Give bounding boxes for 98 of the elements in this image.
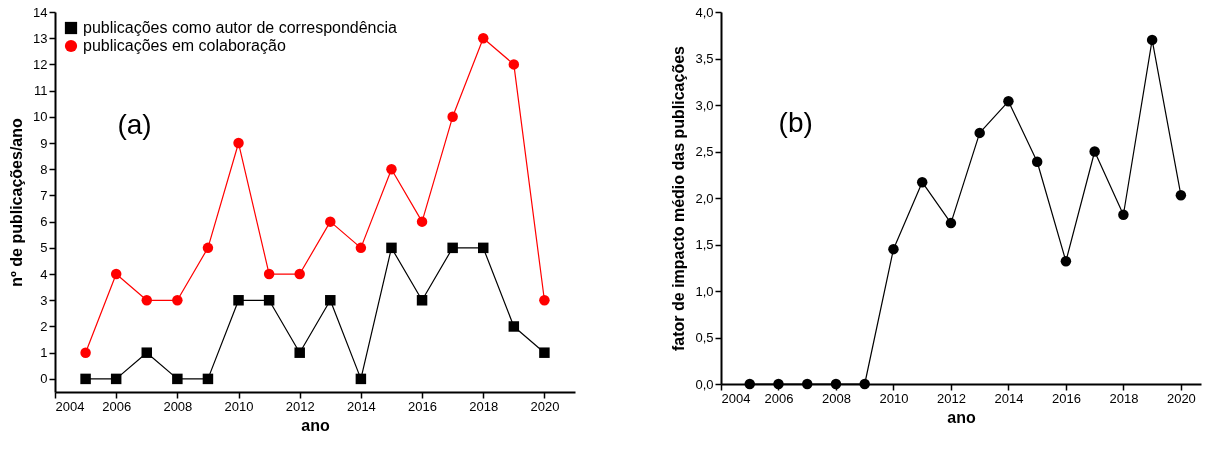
point	[945, 217, 957, 229]
point	[1003, 96, 1014, 107]
y-tick-label: 3,5	[695, 51, 714, 66]
x-tick-label: 2016	[408, 398, 438, 414]
annotation: (a)	[117, 109, 152, 140]
y-tick-label: 1,5	[695, 237, 714, 252]
point	[539, 347, 550, 358]
point	[294, 268, 305, 280]
y-tick-label: 4	[40, 266, 48, 282]
point	[539, 295, 550, 306]
y-tick-label: 2,0	[695, 190, 714, 206]
point	[202, 373, 214, 385]
point	[1175, 189, 1187, 201]
point	[355, 242, 367, 254]
point	[830, 378, 842, 390]
y-tick-label: 10	[33, 109, 48, 125]
point	[416, 295, 428, 306]
point	[974, 127, 985, 139]
y-tick-label: 7	[40, 187, 48, 203]
y-axis-title: fator de impacto médio das publicações	[670, 45, 688, 351]
point	[386, 242, 397, 254]
point	[508, 321, 520, 332]
y-tick-label: 0,0	[695, 376, 714, 392]
point	[416, 216, 428, 227]
y-tick-label: 2	[40, 318, 48, 334]
point	[263, 295, 275, 306]
point	[508, 59, 520, 70]
point	[355, 373, 367, 385]
point	[477, 242, 489, 254]
point	[263, 268, 275, 280]
point	[1089, 146, 1100, 157]
point	[80, 373, 91, 385]
point	[916, 176, 928, 188]
x-tick-label: 2014	[994, 390, 1024, 406]
x-tick-label: 2004	[721, 390, 751, 406]
x-tick-label: 2004	[55, 398, 85, 414]
point	[325, 295, 336, 306]
y-tick-label: 12	[33, 56, 48, 72]
y-tick-label: 13	[33, 30, 48, 46]
x-tick-label: 2018	[469, 398, 499, 414]
y-tick-label: 1,0	[695, 283, 714, 299]
point	[141, 295, 153, 306]
point	[859, 378, 870, 390]
x-tick-label: 2018	[1109, 390, 1139, 406]
point	[1118, 209, 1129, 220]
point	[888, 243, 899, 255]
x-axis-title: ano	[947, 408, 976, 426]
y-axis-title: nº de publicações/ano	[8, 118, 26, 287]
x-tick-label: 2010	[224, 398, 254, 414]
y-tick-label: 2,5	[695, 144, 714, 159]
y-tick-label: 11	[34, 83, 48, 99]
point	[1146, 34, 1158, 46]
point	[477, 32, 489, 44]
point	[325, 216, 336, 227]
point	[773, 378, 784, 390]
x-tick-label: 2008	[163, 398, 193, 414]
x-tick-label: 2014	[346, 398, 376, 414]
point	[110, 268, 122, 280]
point	[233, 137, 244, 149]
x-tick-label: 2020	[530, 398, 560, 414]
x-tick-label: 2012	[936, 390, 966, 406]
point	[801, 378, 813, 390]
point	[447, 242, 458, 254]
x-tick-label: 2008	[822, 390, 851, 406]
y-tick-label: 5	[40, 240, 48, 256]
x-tick-label: 2020	[1166, 390, 1196, 406]
legend-label: publicações em colaboração	[83, 37, 286, 54]
legend-label: publicações como autor de correspondência	[83, 19, 398, 36]
point	[202, 242, 214, 254]
x-tick-label: 2006	[102, 398, 132, 414]
point	[1031, 156, 1043, 167]
y-tick-label: 3,0	[695, 97, 714, 113]
y-tick-label: 9	[40, 135, 48, 151]
point	[80, 347, 91, 358]
point	[233, 295, 244, 306]
point	[386, 164, 397, 175]
y-tick-label: 3	[40, 292, 48, 308]
point	[744, 378, 755, 390]
annotation: (b)	[778, 106, 813, 138]
point	[294, 347, 305, 358]
y-tick-label: 8	[40, 161, 48, 177]
point	[447, 111, 458, 123]
point	[110, 373, 122, 385]
point	[172, 373, 183, 385]
y-tick-label: 0	[40, 371, 48, 387]
point	[141, 347, 153, 358]
x-tick-label: 2016	[1051, 390, 1081, 406]
point	[1060, 256, 1072, 267]
y-tick-label: 6	[40, 214, 48, 230]
point	[172, 295, 183, 306]
y-tick-label: 14	[33, 4, 48, 20]
x-axis-title: ano	[301, 416, 330, 434]
y-tick-label: 4,0	[695, 4, 714, 20]
x-tick-label: 2010	[879, 390, 909, 406]
y-tick-label: 1	[40, 345, 48, 361]
x-tick-label: 2006	[764, 390, 794, 406]
y-tick-label: 0,5	[695, 330, 714, 345]
x-tick-label: 2012	[285, 398, 315, 414]
